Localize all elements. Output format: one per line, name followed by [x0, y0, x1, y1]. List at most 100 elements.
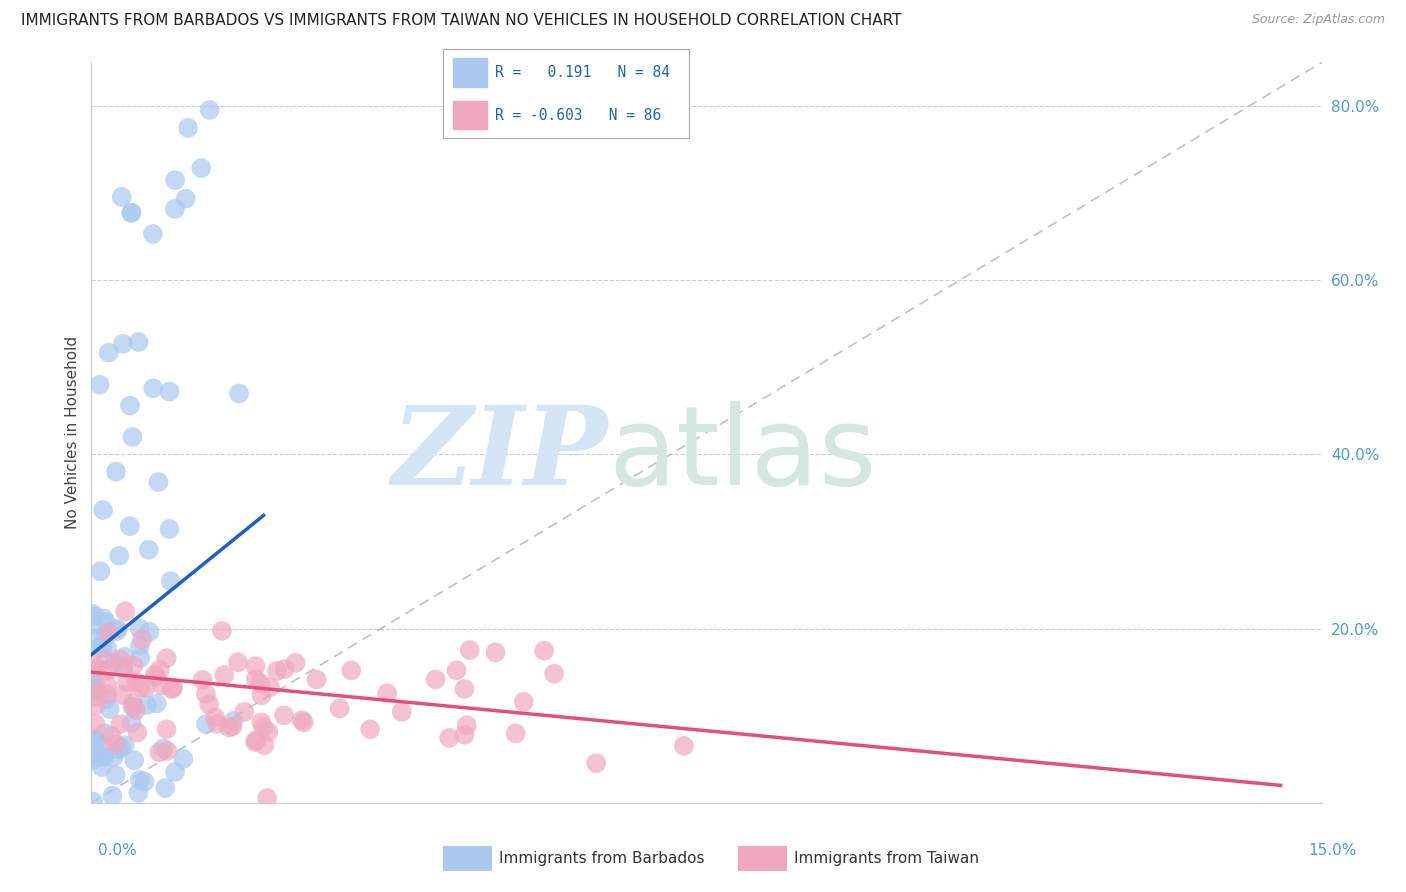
Point — [129, 639, 152, 653]
Point — [194, 717, 217, 731]
Point — [191, 673, 214, 687]
Point — [121, 715, 143, 730]
Point — [672, 739, 695, 753]
Point — [87, 640, 110, 655]
Point — [84, 658, 107, 673]
Point — [340, 664, 363, 678]
Point — [266, 664, 288, 678]
Point — [134, 774, 156, 789]
Point — [329, 701, 352, 715]
Point — [375, 686, 398, 700]
Bar — [453, 58, 486, 87]
Point — [83, 752, 105, 766]
Text: Immigrants from Barbados: Immigrants from Barbados — [499, 851, 704, 865]
Point — [359, 723, 381, 737]
Point — [484, 645, 506, 659]
Point — [112, 661, 135, 675]
Point — [91, 641, 114, 656]
Point — [93, 750, 115, 764]
Point — [90, 760, 112, 774]
Point — [108, 549, 131, 563]
Point — [93, 726, 115, 740]
Point — [104, 768, 127, 782]
Point — [425, 673, 447, 687]
Point — [97, 625, 120, 640]
Point — [458, 643, 481, 657]
Point — [84, 734, 107, 748]
Point — [245, 659, 267, 673]
Point — [159, 384, 181, 399]
Bar — [453, 101, 486, 129]
Point — [437, 731, 460, 745]
Text: R = -0.603   N = 86: R = -0.603 N = 86 — [495, 108, 661, 122]
Point — [122, 658, 145, 673]
Point — [90, 564, 112, 578]
Point — [177, 120, 200, 135]
Point — [165, 173, 187, 187]
Point — [121, 699, 143, 714]
Point — [96, 641, 118, 656]
Point — [100, 729, 122, 743]
Point — [446, 664, 468, 678]
Point — [543, 666, 565, 681]
Point — [145, 697, 167, 711]
Point — [149, 663, 172, 677]
Point — [273, 662, 295, 676]
Point — [245, 672, 267, 686]
Point — [148, 475, 170, 489]
Text: R =   0.191   N = 84: R = 0.191 N = 84 — [495, 65, 669, 79]
Point — [148, 745, 170, 759]
Point — [105, 624, 128, 638]
Point — [86, 735, 108, 749]
Point — [250, 715, 273, 730]
Point — [292, 715, 315, 730]
Point — [256, 791, 278, 805]
Point — [120, 205, 142, 219]
Point — [83, 609, 105, 624]
Point — [127, 725, 149, 739]
Point — [214, 668, 236, 682]
Point — [104, 737, 127, 751]
Text: 0.0%: 0.0% — [98, 843, 138, 858]
Point — [114, 738, 136, 752]
Point — [284, 656, 307, 670]
Point — [194, 687, 217, 701]
Point — [172, 752, 194, 766]
Point — [257, 725, 280, 739]
Point — [155, 723, 177, 737]
Point — [114, 604, 136, 618]
Point — [115, 675, 138, 690]
Point — [91, 503, 114, 517]
Point — [174, 192, 197, 206]
Point — [143, 667, 166, 681]
Point — [253, 739, 276, 753]
Point — [124, 700, 146, 714]
Point — [291, 713, 314, 727]
Point — [118, 399, 141, 413]
Point — [160, 682, 183, 697]
Point — [105, 465, 127, 479]
Point — [82, 667, 104, 681]
Point — [273, 708, 295, 723]
Point — [105, 622, 128, 636]
Point — [159, 574, 181, 589]
Point — [127, 786, 149, 800]
Point — [249, 676, 271, 690]
Point — [96, 678, 118, 692]
Point — [111, 190, 134, 204]
Point — [198, 697, 221, 711]
Point — [114, 649, 136, 664]
Point — [125, 703, 148, 717]
Point — [87, 661, 110, 675]
Point — [305, 673, 328, 687]
Point — [142, 381, 165, 395]
Point — [512, 695, 534, 709]
Text: ZIP: ZIP — [391, 401, 607, 508]
Point — [226, 655, 249, 669]
Y-axis label: No Vehicles in Household: No Vehicles in Household — [65, 336, 80, 529]
Point — [93, 611, 115, 625]
Point — [82, 795, 104, 809]
Point — [163, 202, 186, 216]
Point — [453, 728, 475, 742]
Point — [250, 688, 273, 702]
